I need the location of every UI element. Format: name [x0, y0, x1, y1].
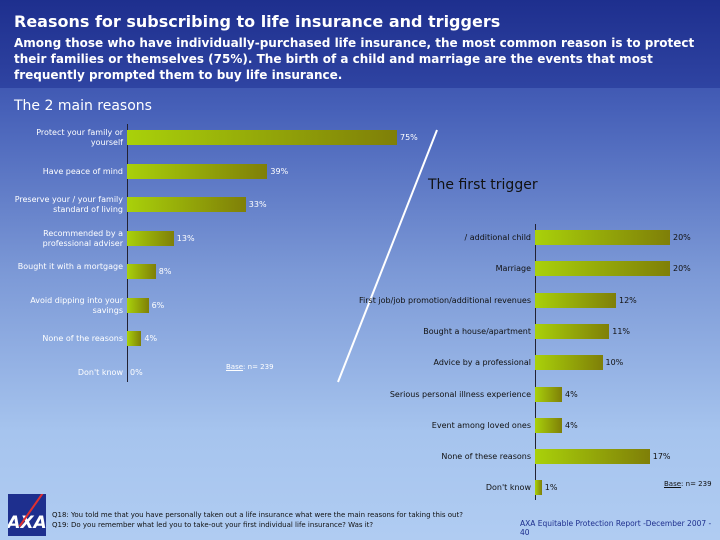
slide-subtitle: Among those who have individually-purcha… [14, 36, 695, 82]
report-footer: AXA Equitable Protection Report -Decembe… [520, 519, 712, 537]
bar [535, 355, 603, 371]
question-notes: Q18: You told me that you have personall… [52, 510, 463, 530]
value-label: 0% [130, 367, 143, 377]
bar [535, 480, 542, 496]
q18-text: Q18: You told me that you have personall… [52, 511, 463, 519]
value-label: 4% [565, 420, 578, 430]
category-label: Avoid dipping into your savings [30, 295, 123, 315]
category-label: Advice by a professional [433, 358, 531, 368]
value-label: 11% [612, 326, 631, 336]
bar [127, 331, 142, 346]
bar [127, 230, 174, 246]
chart2-base: Base: n= 239 [664, 480, 712, 488]
value-label: 4% [565, 389, 578, 399]
category-label: Serious personal illness experience [389, 389, 531, 399]
category-label: Preserve your / your family standard of … [14, 195, 123, 214]
bar [535, 261, 670, 277]
value-label: 20% [673, 233, 691, 242]
category-label: Don't know [77, 367, 123, 377]
bar [535, 292, 616, 308]
category-label: Have peace of mind [42, 166, 123, 176]
value-label: 20% [673, 264, 691, 274]
value-label: 75% [400, 133, 418, 142]
bar [535, 230, 670, 245]
slide-title: Reasons for subscribing to life insuranc… [14, 12, 501, 31]
category-label: Don't know [485, 483, 531, 493]
category-label: / additional child [464, 233, 531, 242]
bar [127, 130, 397, 145]
value-label: 8% [158, 267, 172, 276]
value-label: 39% [270, 166, 289, 176]
bar [535, 386, 562, 402]
chart2-title: The first trigger [428, 177, 538, 193]
value-label: 33% [248, 200, 267, 209]
bar [535, 323, 610, 339]
bar [127, 264, 156, 279]
chart1-title: The 2 main reasons [14, 98, 152, 114]
category-label: Bought it with a mortgage [17, 262, 123, 271]
category-label: Bought a house/apartment [423, 326, 531, 336]
axa-logo: AXA [8, 494, 46, 536]
bar [127, 297, 149, 313]
category-label: None of the reasons [42, 334, 123, 343]
category-label: First job/job promotion/additional reven… [359, 295, 531, 305]
value-label: 17% [652, 452, 671, 462]
bar [535, 417, 562, 433]
q19-text: Q19: Do you remember what led you to tak… [52, 521, 374, 529]
value-label: 6% [151, 300, 165, 310]
header [0, 0, 720, 88]
bar [127, 163, 268, 179]
category-label: None of these reasons [441, 452, 531, 462]
category-label: Event among loved ones [431, 420, 531, 430]
value-label: 1% [544, 483, 558, 493]
chart1-axis [127, 124, 128, 382]
chart1-base: Base: n= 239 [226, 363, 274, 371]
category-label: Marriage [495, 264, 531, 274]
bar [535, 449, 650, 465]
category-label: Recommended by a professional adviser [42, 228, 123, 248]
category-label: Protect your family or yourself [36, 128, 123, 147]
value-label: 10% [605, 358, 624, 368]
bar [127, 197, 246, 212]
value-label: 13% [176, 233, 195, 243]
value-label: 12% [619, 295, 637, 305]
value-label: 4% [144, 334, 158, 343]
